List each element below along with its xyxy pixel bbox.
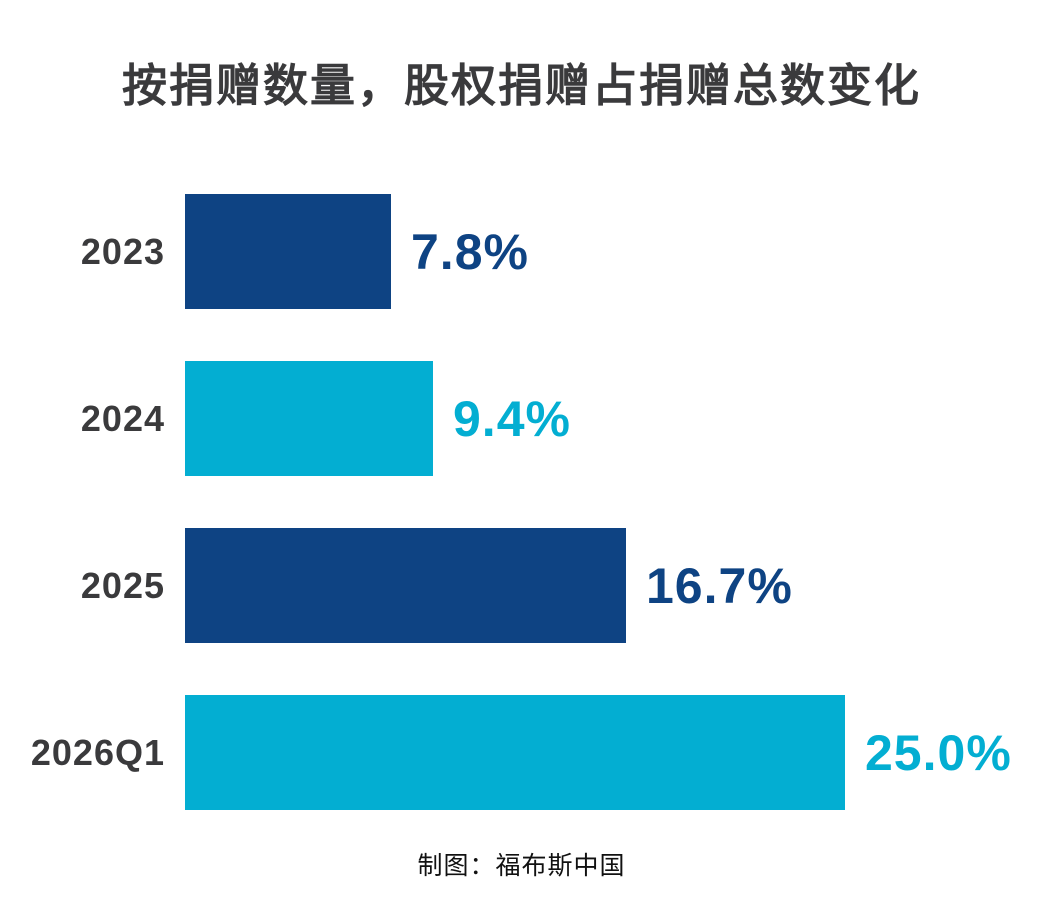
bar	[185, 528, 626, 643]
category-label: 2023	[80, 230, 165, 272]
bar-row: 2024 9.4%	[0, 361, 1043, 476]
value-label: 7.8%	[411, 223, 529, 280]
category-label: 2026Q1	[30, 731, 165, 773]
bar-row: 2023 7.8%	[0, 194, 1043, 309]
category-label: 2024	[80, 397, 165, 439]
bar-row: 2025 16.7%	[0, 528, 1043, 643]
bar-chart: 2023 7.8% 2024 9.4% 2025 16.7% 2026Q1 25.0%	[0, 194, 1043, 810]
bar	[185, 194, 391, 309]
value-label: 9.4%	[453, 390, 571, 447]
bar-row: 2026Q1 25.0%	[0, 695, 1043, 810]
chart-title: 按捐赠数量，股权捐赠占捐赠总数变化	[121, 60, 921, 111]
bar	[185, 695, 845, 810]
value-label: 25.0%	[865, 724, 1012, 781]
bar	[185, 361, 433, 476]
category-label: 2025	[80, 564, 165, 606]
source-credit: 制图：福布斯中国	[417, 852, 626, 880]
value-label: 16.7%	[646, 557, 793, 614]
